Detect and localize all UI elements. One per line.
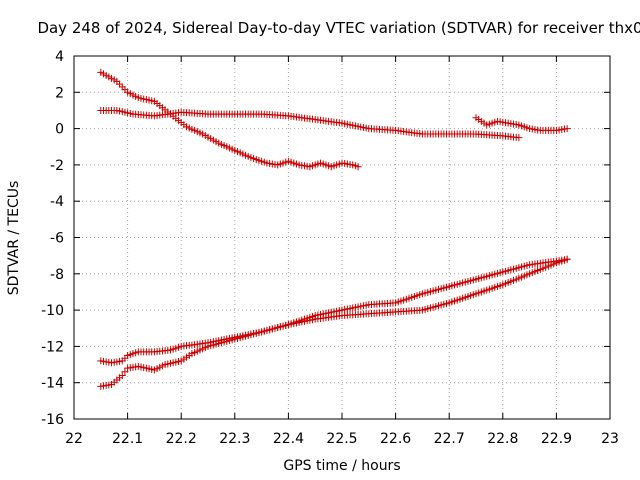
y-axis-label: SDTVAR / TECUs <box>6 181 22 296</box>
y-tick-label: -8 <box>50 267 64 283</box>
data-point <box>563 125 571 133</box>
y-tick-label: -12 <box>41 339 64 355</box>
plot-frame <box>73 55 611 420</box>
x-tick-label: 23 <box>601 431 619 447</box>
data-point <box>515 134 523 142</box>
y-tick-label: -14 <box>41 376 64 392</box>
x-tick-label: 22 <box>65 431 83 447</box>
x-tick-label: 22.8 <box>487 431 518 447</box>
series-track-a <box>97 68 362 171</box>
x-tick-label: 22.3 <box>219 431 250 447</box>
data-point <box>121 368 129 376</box>
x-axis-label: GPS time / hours <box>283 458 400 474</box>
data-points <box>97 68 571 390</box>
chart-title: Day 248 of 2024, Sidereal Day-to-day VTE… <box>37 19 640 37</box>
x-tick-label: 22.5 <box>326 431 357 447</box>
data-point <box>118 371 126 379</box>
y-tick-label: -16 <box>41 412 64 428</box>
x-tick-label: 22.7 <box>434 431 465 447</box>
y-tick-label: -2 <box>50 158 64 174</box>
y-tick-label: -10 <box>41 303 64 319</box>
series-track-d <box>97 255 571 367</box>
y-tick-label: 2 <box>55 85 64 101</box>
x-tick-label: 22.1 <box>112 431 143 447</box>
series-track-e <box>97 255 571 390</box>
grid <box>74 56 610 419</box>
axis-ticks: 22 22.1 22.2 22.3 22.4 22.5 22.6 22.7 22.8 22.9 23… <box>41 49 619 447</box>
series-track-c <box>472 114 571 134</box>
series-track-b <box>97 106 523 142</box>
y-tick-label: 4 <box>55 49 64 65</box>
data-point <box>563 255 571 263</box>
y-tick-label: -6 <box>50 231 64 247</box>
data-point <box>354 163 362 171</box>
x-tick-label: 22.4 <box>273 431 304 447</box>
y-tick-label: -4 <box>50 194 64 210</box>
x-tick-label: 22.6 <box>380 431 411 447</box>
y-tick-label: 0 <box>55 122 64 138</box>
x-tick-label: 22.2 <box>166 431 197 447</box>
x-tick-label: 22.9 <box>541 431 572 447</box>
